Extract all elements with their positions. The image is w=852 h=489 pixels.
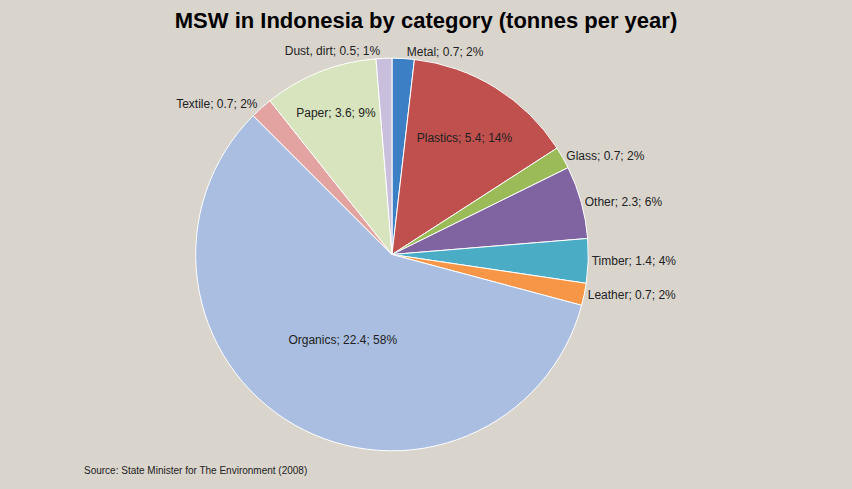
svg-text:Timber; 1.4; 4%: Timber; 1.4; 4% — [592, 254, 677, 268]
svg-text:Organics; 22.4; 58%: Organics; 22.4; 58% — [288, 333, 397, 347]
svg-text:Textile; 0.7; 2%: Textile; 0.7; 2% — [176, 97, 258, 111]
svg-text:Leather; 0.7; 2%: Leather; 0.7; 2% — [588, 288, 676, 302]
svg-text:MSW in Indonesia by category (: MSW in Indonesia by category (tonnes per… — [175, 8, 677, 33]
svg-text:Source: State Minister for The: Source: State Minister for The Environme… — [84, 465, 307, 476]
svg-text:Other; 2.3; 6%: Other; 2.3; 6% — [585, 195, 663, 209]
svg-text:Dust, dirt; 0.5; 1%: Dust, dirt; 0.5; 1% — [285, 44, 381, 58]
svg-text:Plastics; 5.4; 14%: Plastics; 5.4; 14% — [417, 131, 513, 145]
svg-text:Metal; 0.7; 2%: Metal; 0.7; 2% — [407, 45, 484, 59]
svg-text:Paper; 3.6; 9%: Paper; 3.6; 9% — [296, 106, 376, 120]
svg-text:Glass; 0.7; 2%: Glass; 0.7; 2% — [566, 149, 644, 163]
